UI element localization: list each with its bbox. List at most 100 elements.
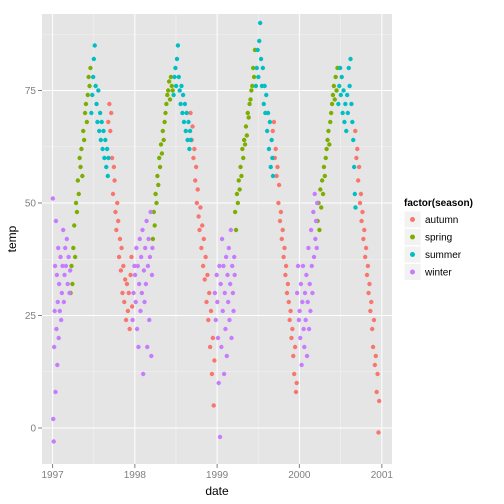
data-point-autumn [197,227,202,233]
data-point-spring [153,191,158,197]
series-winter [50,191,320,444]
data-point-spring [334,88,339,93]
data-point-spring [242,142,248,147]
data-point-autumn [206,317,211,323]
data-point-autumn [376,398,382,404]
data-point-autumn [280,227,285,233]
legend-marker-winter [410,269,415,275]
series-spring [68,47,340,296]
data-point-winter [298,335,303,341]
data-point-winter [307,281,312,287]
data-point-winter [51,439,56,444]
data-point-autumn [191,155,196,161]
data-point-autumn [112,178,117,183]
data-point-spring [75,178,81,183]
data-point-autumn [286,299,291,305]
data-point-winter [314,200,320,206]
data-point-spring [156,155,162,161]
data-point-spring [237,187,242,192]
data-point-summer [351,137,356,143]
data-point-winter [53,389,58,395]
data-point-spring [70,281,75,287]
data-point-summer [186,119,191,125]
data-point-spring [165,92,170,98]
data-point-winter [230,263,235,269]
data-point-autumn [362,254,368,260]
data-point-autumn [115,218,121,224]
data-point-spring [86,74,91,80]
data-point-spring [163,110,168,116]
data-point-summer [173,65,178,71]
data-point-winter [230,290,236,296]
data-point-autumn [125,308,131,314]
data-point-winter [212,290,218,296]
data-point-autumn [293,389,299,395]
data-point-winter [216,380,221,386]
data-point-autumn [195,187,200,192]
data-point-winter [232,272,237,278]
legend-label-spring: spring [425,233,452,244]
data-point-summer [177,88,182,93]
data-point-autumn [113,209,118,215]
data-point-autumn [366,290,371,296]
data-point-autumn [282,245,287,251]
legend-marker-autumn [410,217,415,222]
data-point-winter [219,344,224,350]
data-point-autumn [354,155,359,161]
data-point-autumn [122,277,128,282]
data-point-autumn [204,299,209,305]
data-point-winter [138,308,143,314]
data-point-summer [336,101,341,107]
data-point-spring [159,151,165,156]
data-point-summer [181,119,187,125]
data-point-winter [55,299,60,305]
data-point-spring [319,178,325,183]
data-point-autumn [270,128,275,134]
data-point-spring [83,101,89,107]
data-point-spring [246,115,251,120]
data-point-summer [184,110,189,116]
data-point-spring [166,79,172,84]
data-point-summer [347,83,352,89]
data-point-winter [300,299,305,305]
data-point-spring [81,137,87,143]
data-point-winter [143,245,148,251]
data-point-autumn [355,146,360,152]
data-point-summer [91,56,97,62]
data-point-winter [218,281,223,287]
data-point-summer [338,92,344,98]
data-point-winter [226,245,232,251]
data-point-summer [104,146,110,152]
data-point-autumn [194,200,200,206]
data-point-spring [248,97,253,102]
data-point-spring [326,128,331,134]
data-point-winter [132,272,138,278]
data-point-summer [185,137,190,143]
data-point-summer [254,65,259,71]
data-point-autumn [107,101,112,107]
data-point-winter [150,245,155,251]
data-point-autumn [291,353,296,359]
data-point-autumn [292,344,298,350]
data-point-summer [97,110,103,116]
data-point-summer [253,83,259,89]
data-point-summer [89,110,94,116]
data-point-summer [175,43,181,48]
data-point-winter [305,299,310,305]
data-point-winter [143,281,149,287]
data-point-autumn [116,254,122,260]
data-point-summer [264,92,269,98]
data-point-spring [321,164,327,170]
data-point-summer [173,83,179,89]
data-point-spring [80,173,85,179]
series-summer [89,20,358,210]
data-point-winter [303,317,308,323]
data-point-spring [151,209,156,215]
x-tick-label: 1999 [206,470,229,481]
data-point-autumn [291,371,297,377]
data-point-winter [135,263,140,269]
data-point-autumn [274,173,279,179]
data-point-winter [299,362,304,368]
data-point-winter [51,344,57,350]
data-point-winter [302,344,307,350]
